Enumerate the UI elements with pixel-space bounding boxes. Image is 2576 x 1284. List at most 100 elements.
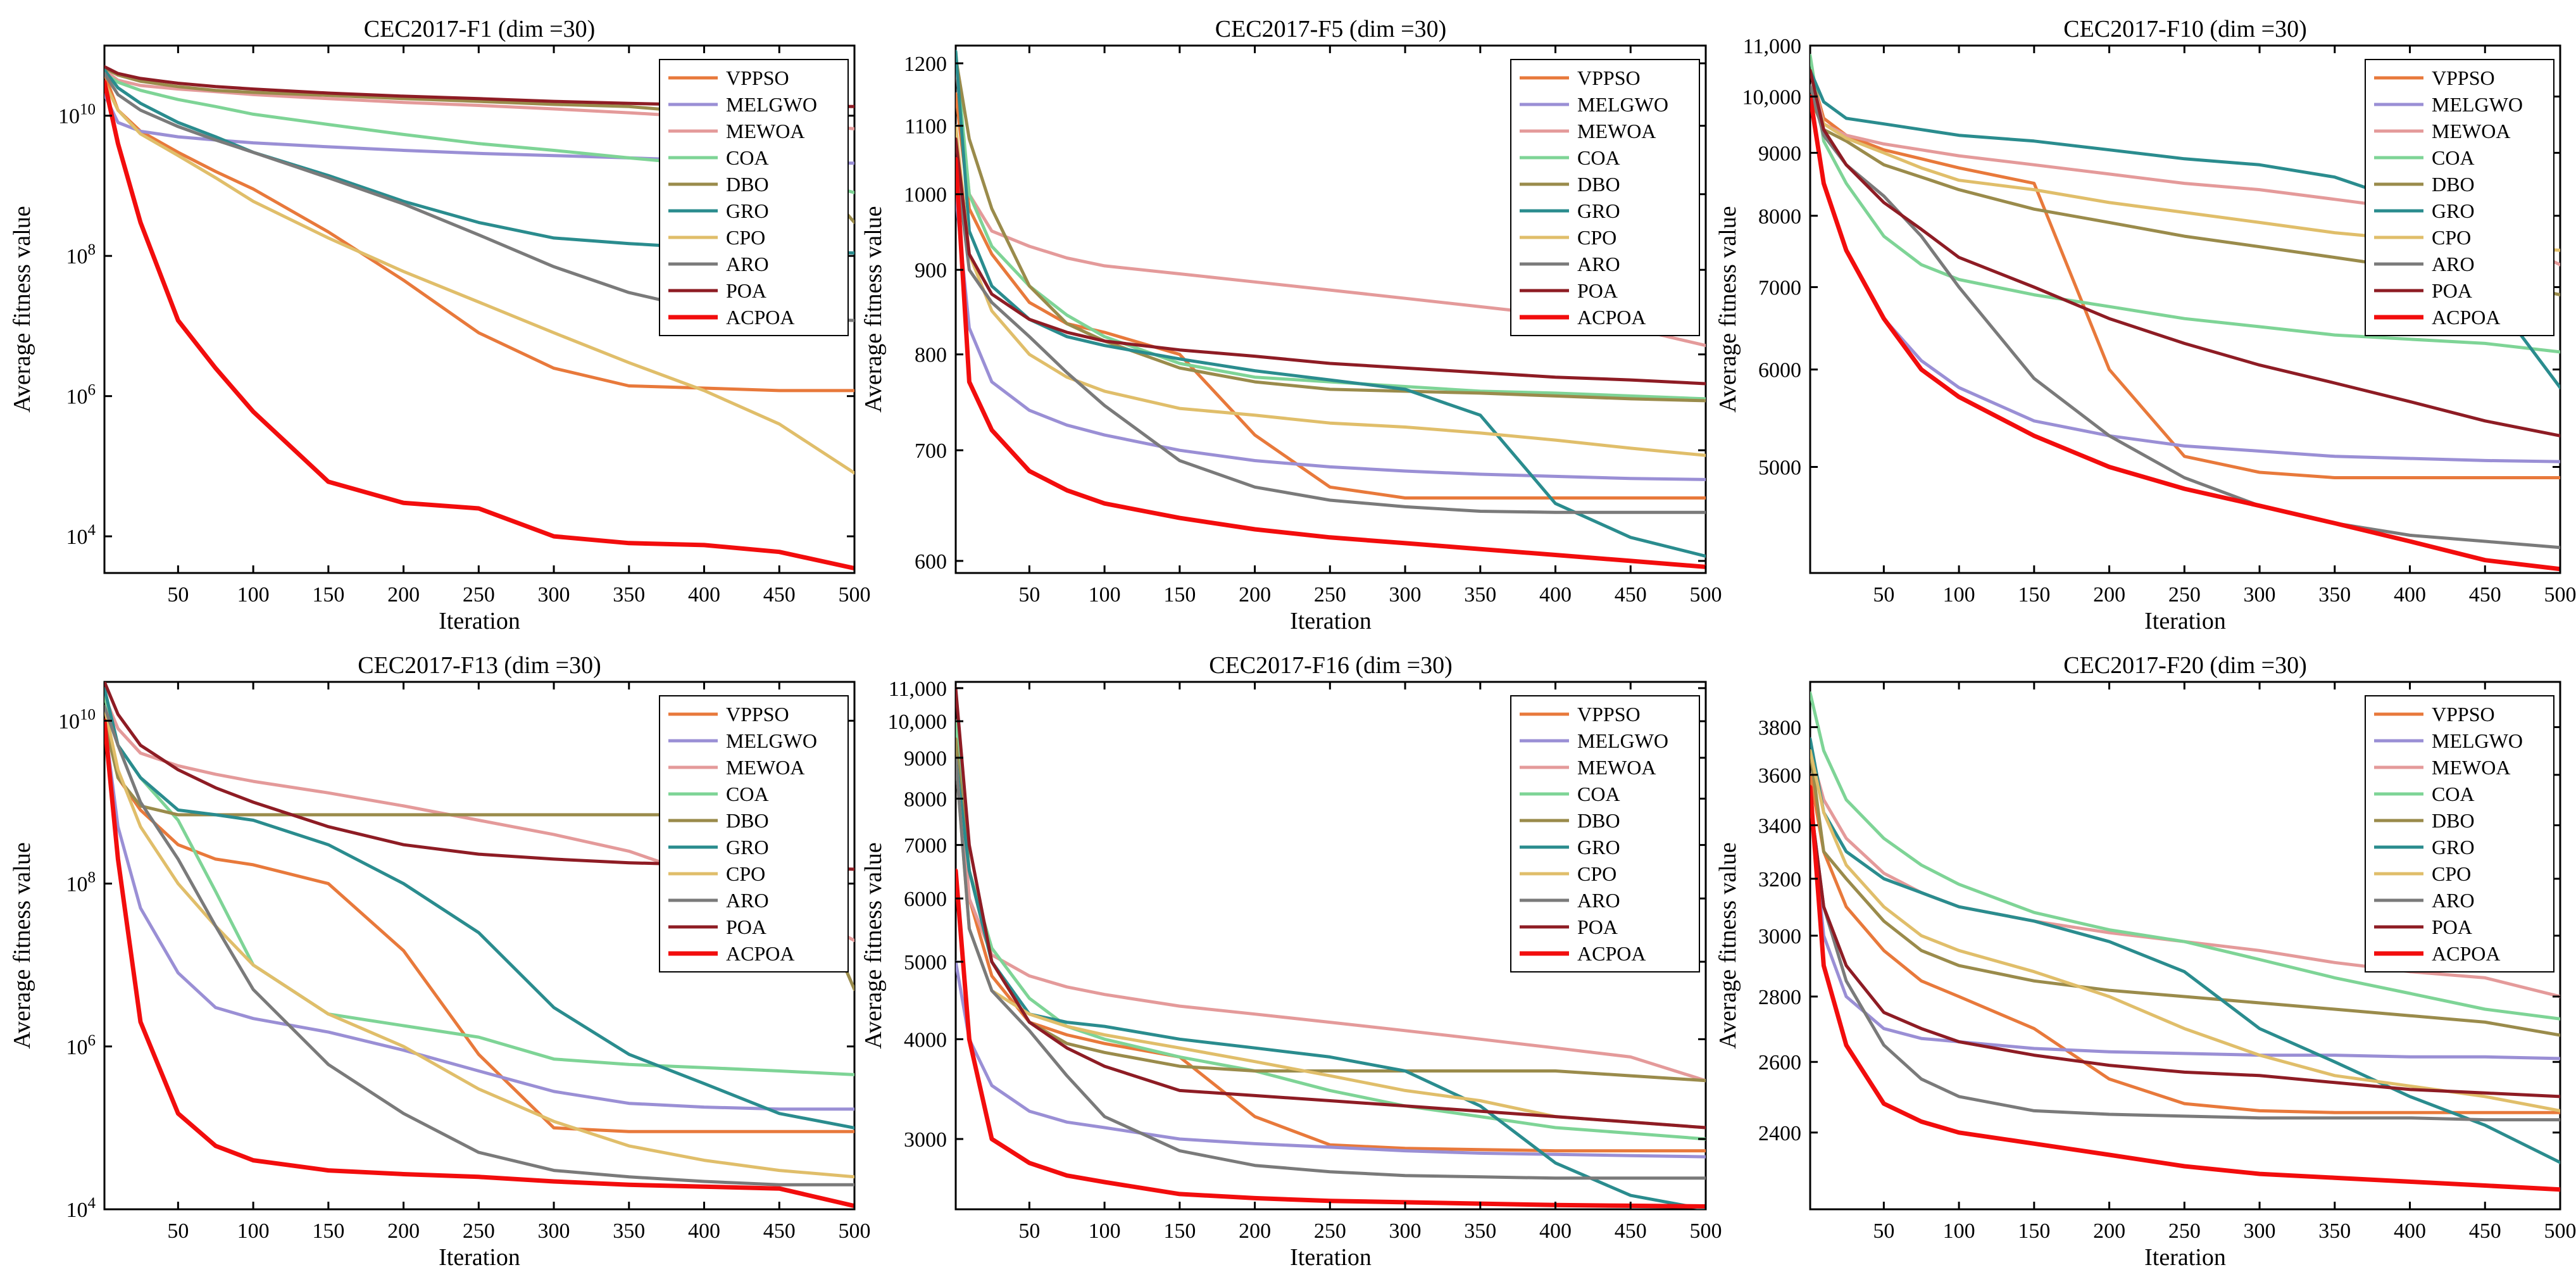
- legend-label-gro: GRO: [2432, 199, 2475, 222]
- x-tick-label: 150: [1163, 583, 1196, 607]
- y-tick-label: 5000: [904, 951, 947, 974]
- y-tick-label: 3000: [1758, 925, 1801, 948]
- legend-label-mewoa: MEWOA: [1577, 756, 1656, 779]
- x-tick-label: 400: [1539, 583, 1572, 607]
- series-line-melgwo: [104, 719, 854, 1111]
- series-line-acpoa: [956, 156, 1706, 569]
- legend-label-aro: ARO: [1577, 889, 1620, 912]
- legend-label-poa: POA: [726, 916, 766, 938]
- x-tick-label: 500: [2544, 1219, 2576, 1243]
- series-lines: [956, 686, 1706, 1209]
- x-tick-label: 200: [387, 583, 420, 607]
- legend-label-gro: GRO: [1577, 836, 1620, 859]
- series-line-acpoa: [956, 868, 1706, 1209]
- y-tick-label: 11,000: [889, 677, 947, 701]
- legend-label-dbo: DBO: [726, 173, 769, 196]
- x-tick-label: 450: [1615, 1219, 1647, 1243]
- y-tick-label: 3000: [904, 1128, 947, 1152]
- x-tick-label: 400: [688, 583, 720, 607]
- legend-label-coa: COA: [726, 146, 769, 169]
- x-tick-label: 50: [1873, 583, 1894, 607]
- legend-label-dbo: DBO: [726, 809, 769, 832]
- x-tick-label: 150: [312, 583, 344, 607]
- legend-label-vppso: VPPSO: [1577, 66, 1641, 89]
- x-tick-label: 100: [1943, 583, 1975, 607]
- x-tick-label: 300: [1389, 583, 1422, 607]
- x-tick-label: 350: [2318, 583, 2351, 607]
- series-line-gro: [104, 686, 854, 1130]
- x-tick-label: 100: [237, 583, 270, 607]
- legend-label-acpoa: ACPOA: [2432, 306, 2500, 329]
- series-line-cpo: [1810, 749, 2560, 1112]
- y-axis-label: Average fitness value: [9, 842, 35, 1048]
- legend-label-dbo: DBO: [2432, 809, 2475, 832]
- legend-label-poa: POA: [1577, 916, 1618, 938]
- y-tick-label: 2400: [1758, 1122, 1801, 1145]
- y-tick-label: 10,000: [1742, 85, 1802, 109]
- y-tick-label: 106: [66, 1032, 96, 1059]
- x-tick-label: 100: [237, 1219, 270, 1243]
- legend-label-aro: ARO: [726, 889, 769, 912]
- legend-label-acpoa: ACPOA: [1577, 942, 1646, 965]
- x-tick-label: 200: [1239, 1219, 1271, 1243]
- x-tick-label: 300: [538, 583, 570, 607]
- x-tick-label: 350: [613, 1219, 645, 1243]
- series-line-aro: [956, 157, 1706, 514]
- legend-label-dbo: DBO: [1577, 809, 1620, 832]
- chart-panel-1: 50 100 150 200 250 300 350 400 450 500 104 106 108 10…: [9, 16, 871, 634]
- chart-panel-4: 50 100 150 200 250 300 350 400 450 500 104 106 108 10…: [9, 652, 871, 1271]
- legend-label-gro: GRO: [2432, 836, 2475, 859]
- x-tick-label: 400: [1539, 1219, 1572, 1243]
- y-tick-label: 2600: [1758, 1051, 1801, 1074]
- x-tick-label: 50: [1018, 583, 1040, 607]
- chart-title: CEC2017-F5 (dim =30): [1215, 16, 1447, 42]
- x-tick-label: 50: [167, 583, 189, 607]
- series-line-acpoa: [1810, 784, 2560, 1192]
- x-tick-label: 500: [2544, 583, 2576, 607]
- x-tick-label: 400: [2394, 583, 2426, 607]
- legend-label-dbo: DBO: [1577, 173, 1620, 196]
- legend-label-acpoa: ACPOA: [726, 942, 794, 965]
- y-tick-label: 4000: [904, 1028, 947, 1052]
- legend-label-poa: POA: [2432, 916, 2472, 938]
- y-tick-label: 700: [915, 439, 947, 463]
- series-line-cpo: [104, 80, 854, 475]
- legend-label-melgwo: MELGWO: [2432, 93, 2523, 116]
- y-tick-label: 1010: [58, 101, 96, 129]
- y-tick-label: 108: [66, 241, 96, 268]
- x-tick-label: 200: [1239, 583, 1271, 607]
- y-tick-label: 1200: [904, 53, 947, 76]
- y-tick-label: 7000: [1758, 276, 1801, 299]
- x-tick-label: 350: [1464, 583, 1496, 607]
- legend-label-vppso: VPPSO: [2432, 703, 2495, 726]
- x-tick-label: 50: [167, 1219, 189, 1243]
- x-tick-label: 100: [1943, 1219, 1975, 1243]
- x-axis-label: Iteration: [1290, 1244, 1372, 1271]
- chart-title: CEC2017-F10 (dim =30): [2063, 16, 2307, 42]
- series-line-gro: [956, 49, 1706, 558]
- x-axis-label: Iteration: [1290, 608, 1372, 634]
- series-line-cpo: [104, 705, 854, 1179]
- legend-label-vppso: VPPSO: [2432, 66, 2495, 89]
- series-line-acpoa: [104, 80, 854, 571]
- x-tick-label: 400: [688, 1219, 720, 1243]
- x-tick-label: 150: [2018, 583, 2050, 607]
- legend-label-acpoa: ACPOA: [726, 306, 794, 329]
- chart-panel-2: 50 100 150 200 250 300 350 400 450 500 600 700 800 90…: [860, 16, 1722, 634]
- series-line-melgwo: [956, 192, 1706, 481]
- legend-label-coa: COA: [2432, 146, 2475, 169]
- legend: VPPSO MELGWO MEWOA COA DBO GRO CPO ARO POA ACPOA: [2365, 59, 2554, 336]
- series-line-poa: [1810, 798, 2560, 1098]
- y-tick-label: 8000: [904, 788, 947, 811]
- x-tick-label: 300: [538, 1219, 570, 1243]
- legend-label-aro: ARO: [1577, 253, 1620, 275]
- y-tick-label: 1100: [904, 115, 947, 139]
- legend-label-cpo: CPO: [2432, 862, 2471, 885]
- legend-label-vppso: VPPSO: [726, 66, 789, 89]
- series-line-coa: [956, 719, 1706, 1141]
- y-tick-label: 1000: [904, 184, 947, 207]
- chart-title: CEC2017-F16 (dim =30): [1209, 652, 1453, 679]
- x-tick-label: 250: [463, 583, 495, 607]
- x-tick-label: 100: [1089, 583, 1121, 607]
